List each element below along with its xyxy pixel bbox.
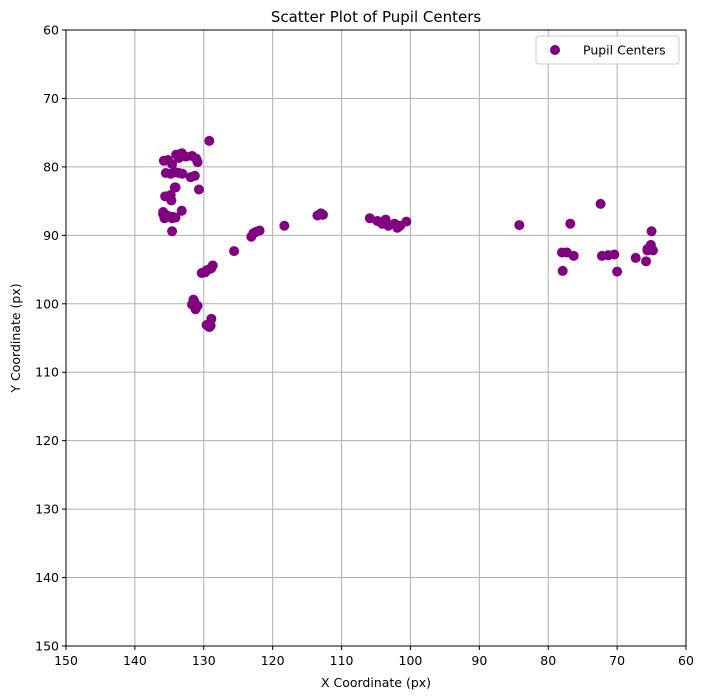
ticks: 150 140 130 120 110 100 90 80 70 60 60 70 80 90 100 110… — [35, 23, 694, 669]
data-point — [514, 220, 525, 231]
y-tick-label: 60 — [43, 23, 59, 38]
x-tick-label: 100 — [399, 653, 423, 668]
data-point — [177, 168, 188, 179]
chart-title: Scatter Plot of Pupil Centers — [271, 8, 482, 26]
y-tick-label: 150 — [35, 639, 59, 654]
legend-marker — [550, 45, 560, 55]
data-point — [176, 205, 187, 216]
x-axis-label: X Coordinate (px) — [321, 675, 431, 690]
data-point — [229, 246, 240, 257]
plot-frame — [65, 29, 687, 647]
data-point — [609, 249, 620, 260]
legend: Pupil Centers — [535, 35, 680, 65]
x-tick-label: 80 — [540, 653, 556, 668]
data-point — [557, 265, 568, 276]
data-point — [205, 320, 216, 331]
x-tick-label: 140 — [123, 653, 147, 668]
x-tick-label: 150 — [54, 653, 78, 668]
data-point — [189, 296, 200, 307]
data-point — [279, 220, 290, 231]
data-point — [401, 216, 412, 227]
x-tick-label: 110 — [330, 653, 354, 668]
y-tick-label: 130 — [35, 502, 59, 517]
x-tick-label: 90 — [471, 653, 487, 668]
data-point — [167, 226, 178, 237]
data-point — [204, 135, 215, 146]
y-tick-label: 140 — [35, 570, 59, 585]
data-point — [166, 195, 177, 206]
y-tick-label: 70 — [43, 91, 59, 106]
data-point — [200, 267, 211, 278]
data-point — [642, 244, 653, 255]
data-point — [595, 198, 606, 209]
x-tick-label: 70 — [609, 653, 625, 668]
data-points — [158, 135, 658, 333]
data-point — [364, 213, 375, 224]
data-point — [646, 226, 657, 237]
x-tick-label: 60 — [678, 653, 694, 668]
y-tick-label: 90 — [43, 228, 59, 243]
data-point — [565, 218, 576, 229]
data-point — [189, 170, 200, 181]
y-tick-label: 80 — [43, 159, 59, 174]
data-point — [612, 266, 623, 277]
x-tick-label: 130 — [192, 653, 216, 668]
data-point — [641, 256, 652, 267]
legend-label: Pupil Centers — [583, 43, 666, 58]
data-point — [630, 252, 641, 263]
data-point — [193, 184, 204, 195]
data-point — [170, 212, 181, 223]
x-tick-label: 120 — [261, 653, 285, 668]
data-point — [254, 225, 265, 236]
data-point — [170, 182, 181, 193]
data-point — [192, 157, 203, 168]
data-point — [568, 250, 579, 261]
y-tick-label: 120 — [35, 433, 59, 448]
legend-box — [535, 35, 680, 65]
data-point — [207, 260, 218, 271]
y-tick-label: 110 — [35, 365, 59, 380]
y-tick-label: 100 — [35, 296, 59, 311]
data-point — [159, 213, 170, 224]
data-point — [167, 159, 178, 170]
data-point — [317, 209, 328, 220]
y-axis-label: Y Coordinate (px) — [8, 283, 23, 393]
